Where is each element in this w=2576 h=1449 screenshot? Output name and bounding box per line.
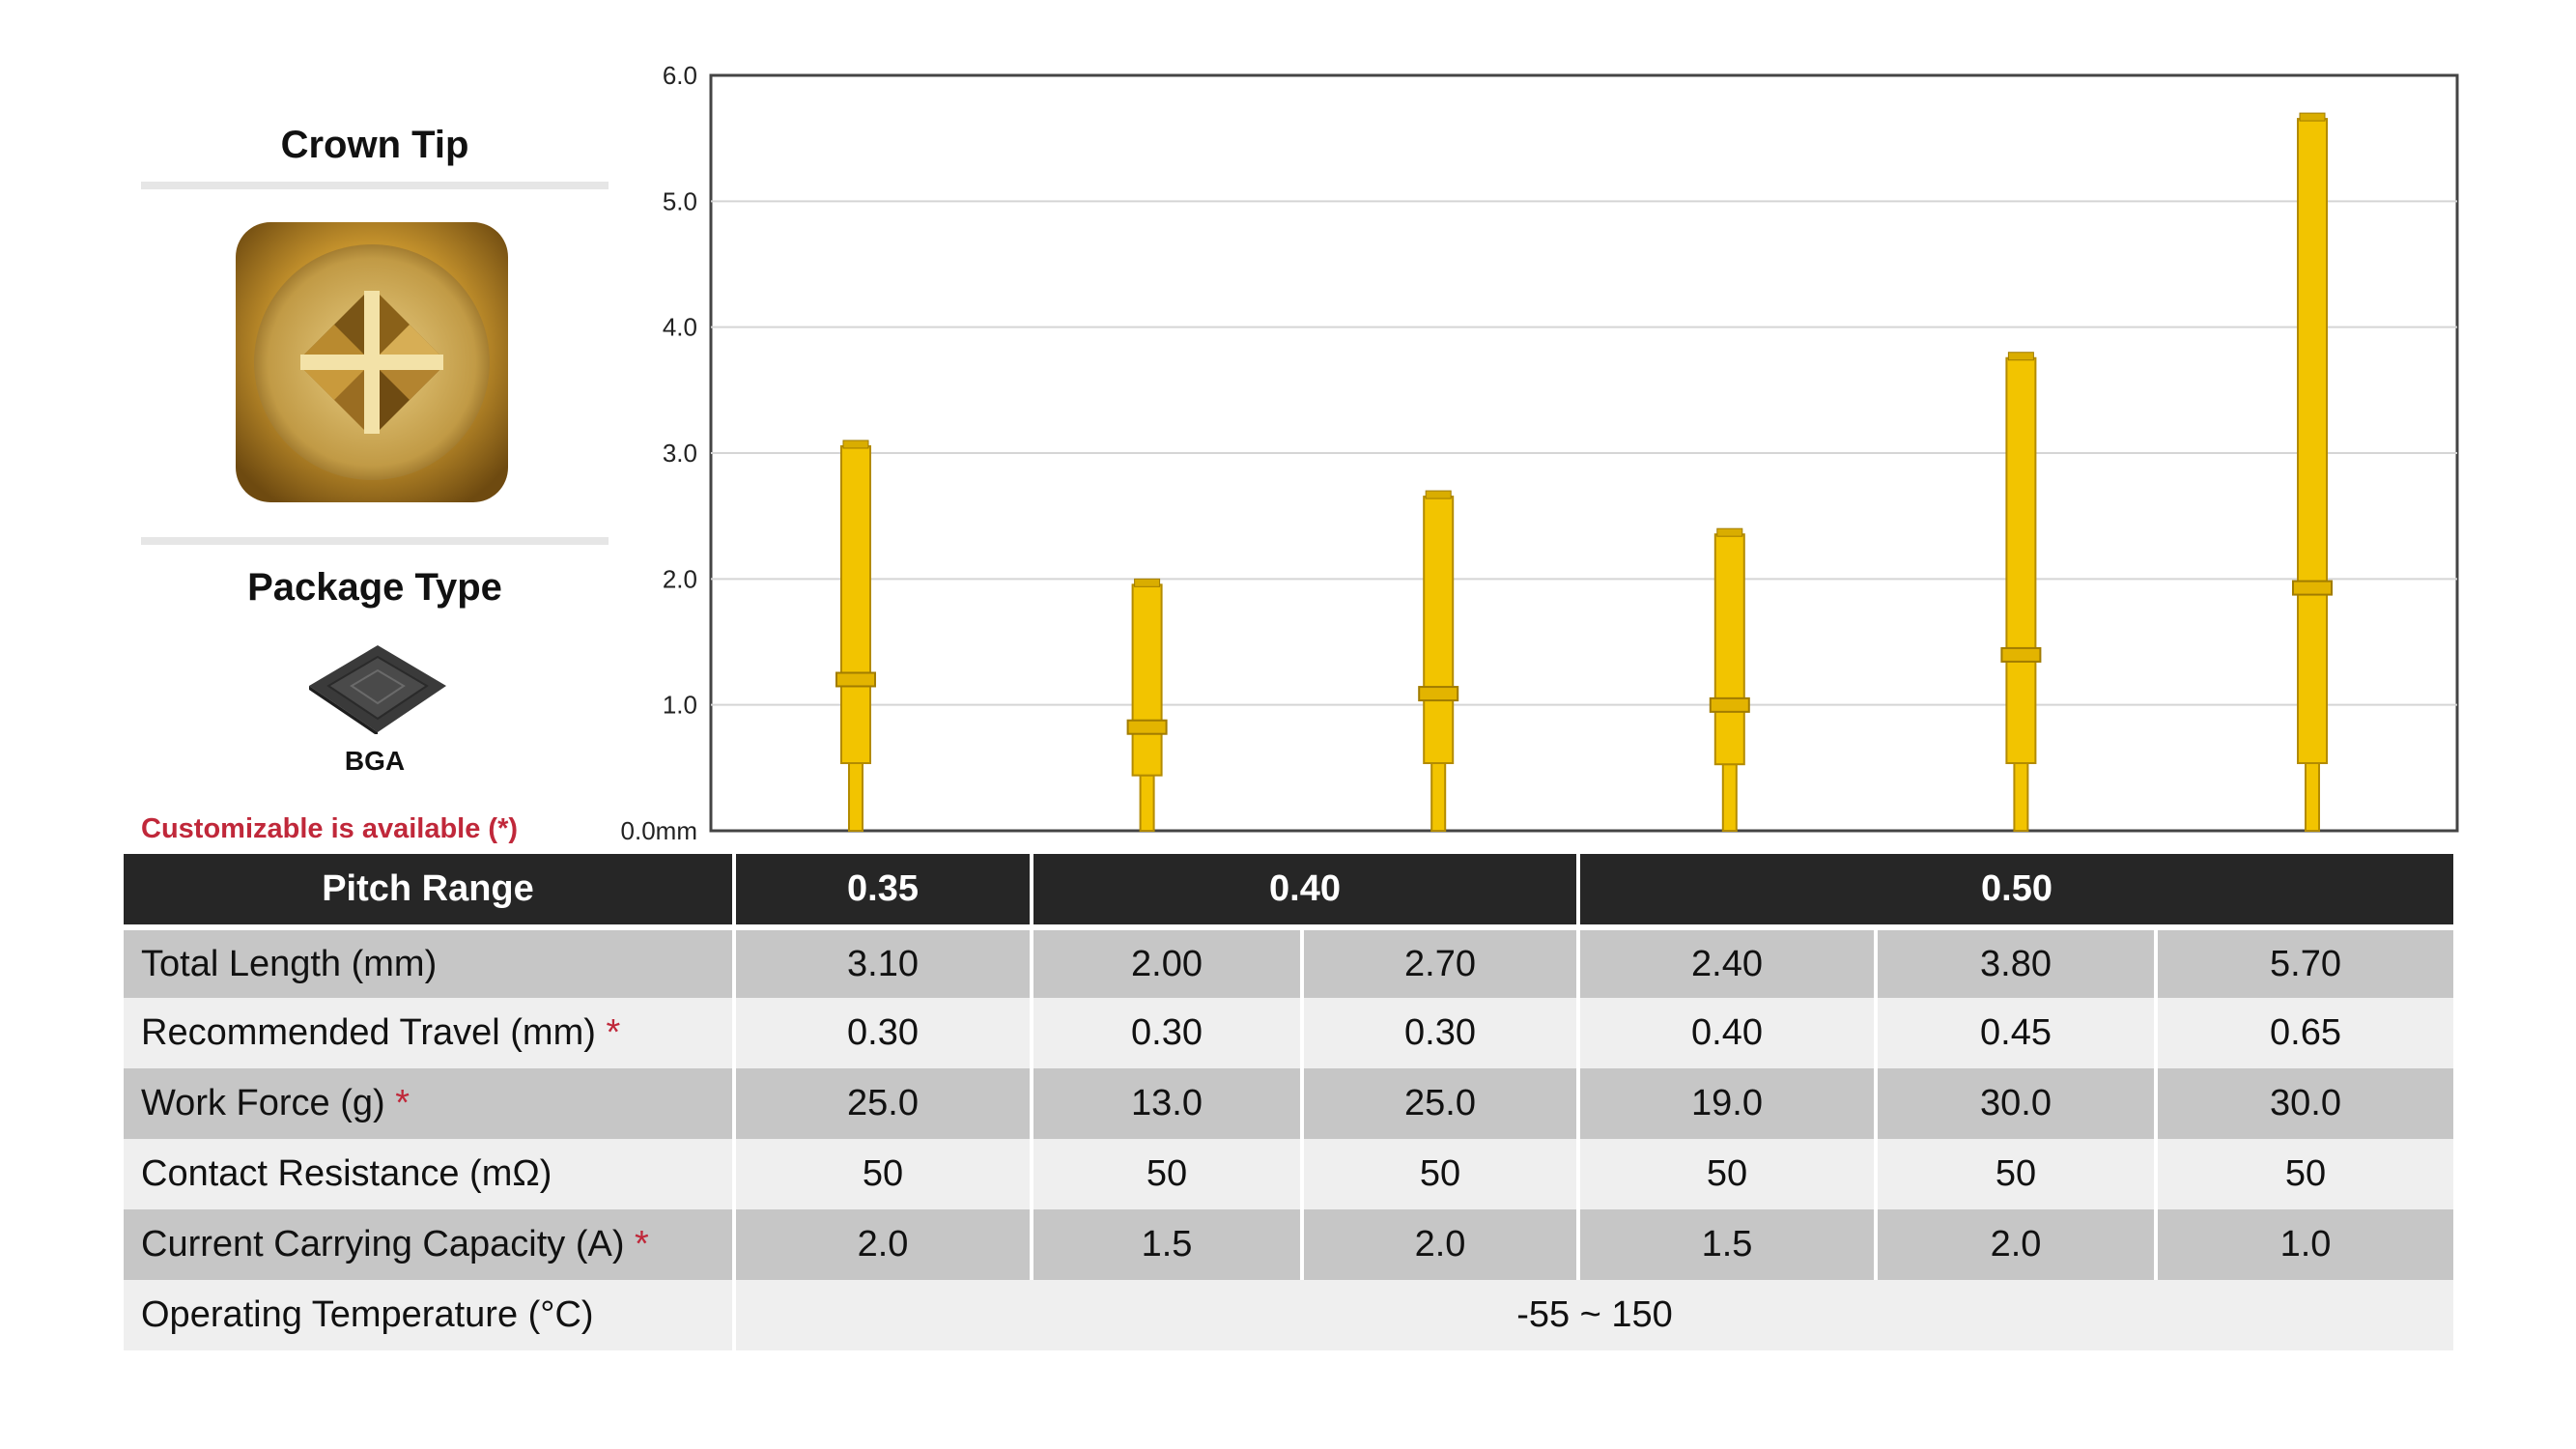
cell: 2.0	[1876, 1209, 2158, 1280]
table-row: Operating Temperature (°C) -55 ~ 150	[124, 1280, 2454, 1350]
cell: 0.40	[1578, 998, 1878, 1068]
pin-crown	[1716, 527, 1743, 537]
bga-label: BGA	[344, 746, 406, 776]
crown-tip-image	[236, 222, 508, 502]
cell: 1.5	[1578, 1209, 1878, 1280]
pin-tail	[2013, 762, 2029, 832]
package-type-title: Package Type	[247, 566, 502, 609]
table-row: Contact Resistance (mΩ) 50 50 50 50 50 5…	[124, 1139, 2454, 1209]
pin-body	[840, 444, 871, 764]
cell: 25.0	[734, 1068, 1033, 1139]
pitch-group-0.40: 0.40	[1032, 854, 1580, 927]
pin-body	[2297, 118, 2328, 765]
table-header-row: Pitch Range 0.35 0.40 0.50	[124, 854, 2454, 927]
table-row: Total Length (mm) 3.10 2.00 2.70 2.40 3.…	[124, 927, 2454, 998]
cell: 0.45	[1876, 998, 2158, 1068]
pin-tail	[1430, 762, 1447, 832]
y-tick-label: 1.0	[663, 691, 697, 720]
y-tick-label: 4.0	[663, 313, 697, 342]
cell: 5.70	[2156, 927, 2454, 998]
pin-tail	[2305, 762, 2320, 832]
crown-tip-title: Crown Tip	[280, 124, 469, 166]
pin-crown	[2007, 352, 2034, 361]
bga-chip-icon	[307, 643, 448, 736]
temperature-value: -55 ~ 150	[734, 1280, 2454, 1350]
pin-tail	[848, 762, 863, 832]
pin-collar	[1709, 696, 1750, 713]
cell: 0.65	[2156, 998, 2454, 1068]
pin-body	[1423, 496, 1455, 764]
cell: 50	[1578, 1139, 1878, 1209]
cell: 2.70	[1302, 927, 1580, 998]
y-tick-label: 2.0	[663, 564, 697, 593]
customizable-note: Customizable is available (*)	[141, 813, 519, 844]
row-label: Recommended Travel (mm) *	[124, 998, 736, 1068]
y-tick-label: 5.0	[663, 186, 697, 215]
pin-body	[2005, 356, 2037, 764]
pin-collar	[2292, 580, 2333, 596]
row-label: Contact Resistance (mΩ)	[124, 1139, 736, 1209]
y-tick-label: 6.0	[663, 61, 697, 90]
row-label: Work Force (g) *	[124, 1068, 736, 1139]
pin-crown	[842, 440, 869, 449]
pin-length-chart: 0.0mm 1.0 2.0 3.0 4.0 5.0 6.0	[618, 58, 2473, 850]
cell: 19.0	[1578, 1068, 1878, 1139]
pin-crown	[1425, 490, 1452, 499]
cell: 50	[1302, 1139, 1580, 1209]
cell: 1.5	[1032, 1209, 1304, 1280]
cell: 13.0	[1032, 1068, 1304, 1139]
divider	[141, 182, 609, 189]
spec-table: Pitch Range 0.35 0.40 0.50 Total Length …	[124, 854, 2454, 1350]
y-tick-label: 3.0	[663, 439, 697, 468]
cell: 0.30	[1302, 998, 1580, 1068]
cell: 0.30	[734, 998, 1033, 1068]
row-label: Total Length (mm)	[124, 927, 736, 998]
pitch-range-header: Pitch Range	[124, 854, 736, 927]
divider	[141, 537, 609, 545]
pin-crown	[1134, 578, 1161, 587]
pitch-group-0.35: 0.35	[734, 854, 1033, 927]
pin-tail	[1721, 763, 1738, 833]
cell: 2.00	[1032, 927, 1304, 998]
pitch-group-0.50: 0.50	[1578, 854, 2454, 927]
cell: 50	[1876, 1139, 2158, 1209]
cell: 50	[734, 1139, 1033, 1209]
pin-collar	[2000, 646, 2042, 663]
cell: 50	[2156, 1139, 2454, 1209]
pin-collar	[1418, 686, 1459, 702]
cell: 1.0	[2156, 1209, 2454, 1280]
table-row: Current Carrying Capacity (A) * 2.0 1.5 …	[124, 1209, 2454, 1280]
pin-tail	[1139, 774, 1155, 832]
row-label: Current Carrying Capacity (A) *	[124, 1209, 736, 1280]
cell: 2.40	[1578, 927, 1878, 998]
cell: 30.0	[2156, 1068, 2454, 1139]
cell: 2.0	[734, 1209, 1033, 1280]
row-label: Operating Temperature (°C)	[124, 1280, 736, 1350]
pin-collar	[1126, 719, 1168, 735]
pin-body	[1713, 533, 1745, 766]
pin-collar	[835, 671, 876, 688]
cell: 0.30	[1032, 998, 1304, 1068]
cell: 30.0	[1876, 1068, 2158, 1139]
table-row: Recommended Travel (mm) * 0.30 0.30 0.30…	[124, 998, 2454, 1068]
cell: 2.0	[1302, 1209, 1580, 1280]
y-tick-label: 0.0mm	[621, 816, 697, 845]
pin-body	[1131, 583, 1163, 777]
cell: 25.0	[1302, 1068, 1580, 1139]
pin-crown	[2299, 112, 2326, 122]
cell: 50	[1032, 1139, 1304, 1209]
cell: 3.10	[734, 927, 1033, 998]
cell: 3.80	[1876, 927, 2158, 998]
table-row: Work Force (g) * 25.0 13.0 25.0 19.0 30.…	[124, 1068, 2454, 1139]
